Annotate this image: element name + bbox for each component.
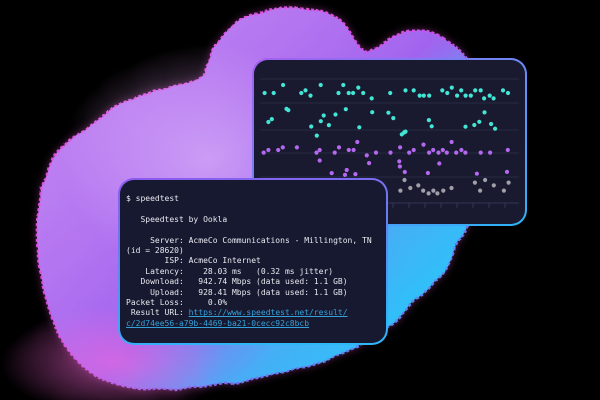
dot-row-teal <box>262 82 511 101</box>
terminal-line: $ speedtest <box>126 194 380 204</box>
terminal-output: $ speedtest Speedtest by Ookla Server: A… <box>120 180 386 343</box>
terminal-line <box>126 204 380 214</box>
terminal-window: $ speedtest Speedtest by Ookla Server: A… <box>118 178 388 345</box>
result-url-link[interactable]: c/2d74ee56-a79b-4469-ba21-0cecc92c8bcb <box>126 318 310 328</box>
terminal-line: Speedtest by Ookla <box>126 215 380 225</box>
terminal-line: ISP: AcmeCo Internet <box>126 256 380 266</box>
terminal-text: Server: AcmeCo Communications - Millingt… <box>126 235 372 245</box>
terminal-text: ISP: AcmeCo Internet <box>126 256 261 266</box>
terminal-line: Upload: 928.41 Mbps (data used: 1.1 GB) <box>126 288 380 298</box>
dot-row-purple <box>261 139 510 158</box>
terminal-line <box>126 225 380 235</box>
terminal-line: Server: AcmeCo Communications - Millingt… <box>126 236 380 246</box>
terminal-text: (id = 28620) <box>126 245 184 255</box>
terminal-line: c/2d74ee56-a79b-4469-ba21-0cecc92c8bcb <box>126 319 380 329</box>
dot-row-purple <box>317 158 510 177</box>
terminal-text: Result URL: <box>126 308 189 318</box>
terminal-text: Upload: 928.41 Mbps (data used: 1.1 GB) <box>126 287 348 297</box>
terminal-line: (id = 28620) <box>126 246 380 256</box>
dot-strip-chart <box>260 78 519 208</box>
result-url-link[interactable]: https://www.speedtest.net/result/ <box>188 308 348 318</box>
terminal-line: Result URL: https://www.speedtest.net/re… <box>126 308 380 318</box>
terminal-line: Latency: 28.03 ms (0.32 ms jitter) <box>126 267 380 277</box>
terminal-line: Packet Loss: 0.0% <box>126 298 380 308</box>
terminal-text: $ speedtest <box>126 194 179 203</box>
terminal-line: Download: 942.74 Mbps (data used: 1.1 GB… <box>126 277 380 287</box>
terminal-text: Speedtest by Ookla <box>126 214 228 224</box>
terminal-text: Download: 942.74 Mbps (data used: 1.1 GB… <box>126 277 348 287</box>
terminal-text: Latency: 28.03 ms (0.32 ms jitter) <box>126 266 334 276</box>
dot-row-teal <box>266 106 498 138</box>
terminal-text: Packet Loss: 0.0% <box>126 297 228 307</box>
